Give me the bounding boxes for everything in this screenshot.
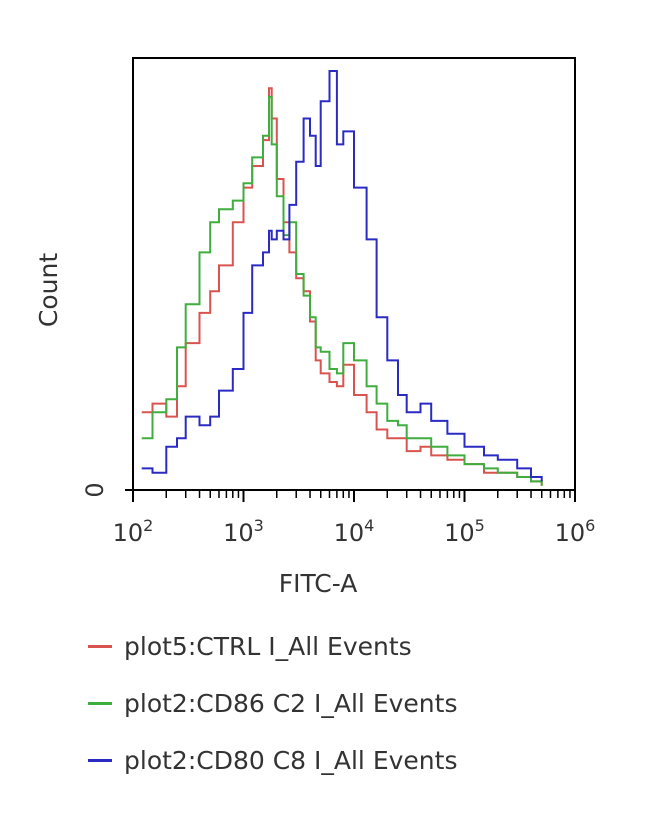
legend-swatch (88, 759, 112, 762)
x-tick-exponent: 3 (254, 516, 264, 535)
x-axis-title: FITC-A (279, 569, 358, 598)
x-tick-exponent: 2 (143, 516, 153, 535)
x-tick-label: 103 (223, 516, 264, 547)
x-tick-base: 10 (444, 519, 475, 547)
x-tick-base: 10 (113, 519, 144, 547)
legend-label: plot2:CD80 C8 I_All Events (124, 746, 458, 775)
x-tick-label: 105 (444, 516, 485, 547)
x-tick-exponent: 4 (364, 516, 374, 535)
x-axis-tick-labels: 102 103 104 105 106 (113, 516, 596, 547)
x-tick-base: 10 (223, 519, 254, 547)
series-line-3 (141, 70, 543, 482)
x-tick-base: 10 (555, 519, 586, 547)
x-axis-ticks (132, 490, 576, 502)
x-tick-label: 106 (555, 516, 596, 547)
x-tick-label: 104 (334, 516, 375, 547)
legend-label: plot2:CD86 C2 I_All Events (124, 689, 458, 718)
y-axis-ticks: 0 (81, 482, 133, 498)
x-tick-base: 10 (334, 519, 365, 547)
legend-item: plot2:CD80 C8 I_All Events (88, 732, 457, 789)
x-tick-exponent: 6 (585, 516, 595, 535)
series-group (141, 70, 543, 486)
series-line-2 (141, 95, 543, 486)
x-tick-exponent: 5 (475, 516, 485, 535)
series-line-1 (141, 87, 543, 486)
legend: plot5:CTRL I_All Events plot2:CD86 C2 I_A… (88, 618, 457, 789)
y-tick-label: 0 (81, 482, 109, 497)
plot-area (132, 57, 576, 491)
legend-item: plot2:CD86 C2 I_All Events (88, 675, 457, 732)
x-tick-label: 102 (113, 516, 154, 547)
legend-swatch (88, 702, 112, 705)
y-axis-title: Count (34, 253, 63, 327)
legend-item: plot5:CTRL I_All Events (88, 618, 457, 675)
legend-label: plot5:CTRL I_All Events (124, 632, 412, 661)
legend-swatch (88, 645, 112, 648)
